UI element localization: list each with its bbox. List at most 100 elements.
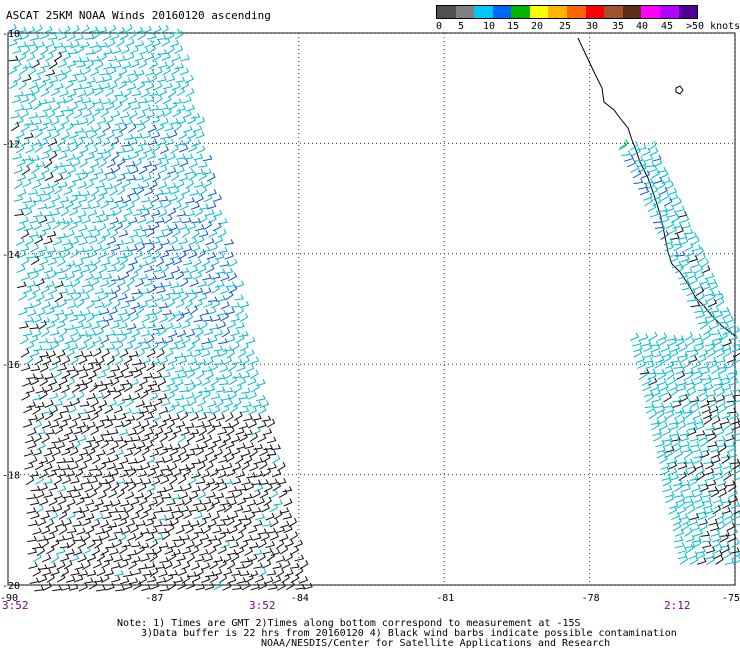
wind-barb xyxy=(48,137,58,147)
wind-barb xyxy=(691,404,700,414)
wind-barb xyxy=(658,421,668,431)
wind-barb xyxy=(75,379,85,387)
wind-barb xyxy=(200,245,211,253)
wind-barb xyxy=(235,454,244,465)
wind-barb xyxy=(136,111,146,120)
wind-barb xyxy=(145,215,155,225)
wind-barb xyxy=(38,122,49,132)
wind-barb xyxy=(222,345,233,352)
wind-barb xyxy=(66,498,76,507)
wind-barb xyxy=(155,337,165,345)
wind-barb xyxy=(211,405,221,415)
wind-barb xyxy=(723,466,733,476)
legend-label: 0 xyxy=(436,21,443,32)
wind-barb xyxy=(85,525,95,535)
wind-barb xyxy=(677,546,688,554)
wind-barb xyxy=(679,393,689,403)
wind-barb xyxy=(135,323,146,331)
wind-barb xyxy=(121,141,131,147)
wind-barb xyxy=(259,447,269,457)
wind-barb xyxy=(34,585,44,592)
wind-barb xyxy=(237,348,247,358)
wind-barb xyxy=(163,107,172,118)
wind-barb xyxy=(649,147,659,157)
wind-barb xyxy=(107,414,118,422)
wind-barb xyxy=(241,449,251,458)
wind-barb xyxy=(150,462,160,471)
wind-barb xyxy=(629,140,639,151)
wind-barb xyxy=(220,528,230,535)
wind-barb xyxy=(700,445,711,453)
wind-barb xyxy=(17,250,27,259)
wind-barb xyxy=(38,215,48,224)
wind-barb xyxy=(158,103,169,111)
wind-barb xyxy=(159,446,169,456)
wind-barb xyxy=(91,108,101,118)
wind-barb xyxy=(111,481,120,492)
wind-barb xyxy=(731,422,740,431)
wind-barb xyxy=(110,365,121,372)
wind-barb xyxy=(98,384,108,393)
wind-barb xyxy=(57,496,67,506)
wind-barb xyxy=(185,210,196,217)
wind-barb xyxy=(230,419,240,429)
wind-barb xyxy=(278,488,288,498)
wind-barb xyxy=(26,401,37,408)
wind-barb xyxy=(719,331,728,341)
wind-barb xyxy=(721,383,732,392)
wind-barb xyxy=(259,400,270,408)
wind-barb xyxy=(191,244,201,252)
map-title: ASCAT 25KM NOAA Winds 20160120 ascending xyxy=(6,9,271,22)
wind-barb xyxy=(27,535,37,543)
wind-barb xyxy=(192,379,203,387)
wind-barb xyxy=(697,253,706,263)
wind-barb xyxy=(193,527,204,534)
wind-barb xyxy=(205,370,214,380)
wind-barb xyxy=(40,538,50,549)
wind-barb xyxy=(706,390,717,397)
wind-barb xyxy=(210,512,220,521)
wind-barb xyxy=(202,273,212,281)
wind-barb xyxy=(74,151,84,161)
wind-barb xyxy=(94,499,104,507)
wind-barb xyxy=(29,334,39,344)
wind-barb xyxy=(131,183,141,190)
wind-barb xyxy=(719,306,730,313)
wind-barb xyxy=(45,519,55,528)
wind-barb xyxy=(251,382,260,393)
wind-barb xyxy=(214,359,224,365)
wind-barb xyxy=(101,138,111,147)
wind-barb xyxy=(149,104,159,111)
wind-barb xyxy=(54,425,64,435)
wind-barb xyxy=(120,271,130,280)
wind-barb xyxy=(220,301,230,310)
wind-barb xyxy=(275,526,286,534)
wind-barb xyxy=(46,573,55,584)
wind-barb xyxy=(189,491,199,500)
wind-barb xyxy=(37,229,47,239)
wind-barb xyxy=(94,153,104,161)
wind-barb xyxy=(134,384,144,393)
wind-barb xyxy=(52,237,63,246)
wind-barb xyxy=(241,581,251,591)
wind-barb xyxy=(133,478,144,486)
wind-barb xyxy=(49,329,60,336)
wind-barb xyxy=(254,574,265,583)
wind-barb xyxy=(707,348,716,358)
legend-swatch xyxy=(622,6,642,18)
wind-barb xyxy=(42,251,53,259)
wind-barb xyxy=(671,260,682,269)
wind-barb xyxy=(60,117,70,126)
wind-barb xyxy=(198,442,209,450)
wind-barb xyxy=(52,220,61,230)
wind-barb xyxy=(209,573,219,584)
wind-barb xyxy=(86,101,96,111)
wind-barb xyxy=(669,422,679,431)
wind-barb xyxy=(40,273,50,281)
wind-barb xyxy=(257,421,267,429)
wind-barb xyxy=(24,316,34,323)
wind-barb xyxy=(84,245,94,253)
wind-barb xyxy=(153,533,164,541)
wind-barb xyxy=(26,40,37,47)
wind-barb xyxy=(60,145,71,153)
